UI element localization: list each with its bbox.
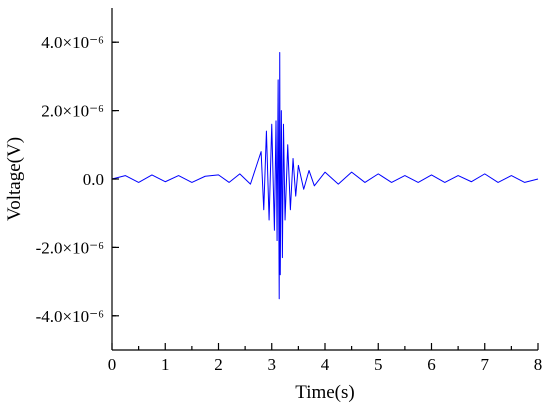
- y-axis-ticks: 4.0×10⁻⁶ 2.0×10⁻⁶ 0.0 -2.0×10⁻⁶ -4.0×10⁻⁶: [36, 33, 119, 326]
- x-tick-label: 0: [108, 355, 117, 374]
- x-axis-ticks: 0 1 2 3 4 5 6 7 8: [108, 343, 543, 374]
- x-tick-label: 5: [374, 355, 383, 374]
- x-tick-label: 7: [481, 355, 490, 374]
- y-tick-label: -4.0×10⁻⁶: [36, 307, 104, 326]
- x-tick-label: 4: [321, 355, 330, 374]
- x-tick-label: 2: [214, 355, 223, 374]
- y-tick-label: 0.0: [83, 170, 104, 189]
- x-tick-label: 8: [534, 355, 543, 374]
- x-axis-label: Time(s): [295, 382, 354, 403]
- x-tick-label: 1: [161, 355, 170, 374]
- y-tick-label: 2.0×10⁻⁶: [41, 102, 104, 121]
- plot-axes: [111, 8, 538, 351]
- series-layer: [111, 51, 539, 300]
- series-line: [111, 51, 539, 300]
- x-tick-label: 6: [427, 355, 436, 374]
- y-tick-label: 4.0×10⁻⁶: [41, 33, 104, 52]
- y-axis-label: Voltage(V): [4, 137, 25, 221]
- y-tick-label: -2.0×10⁻⁶: [36, 238, 104, 257]
- x-tick-label: 3: [268, 355, 277, 374]
